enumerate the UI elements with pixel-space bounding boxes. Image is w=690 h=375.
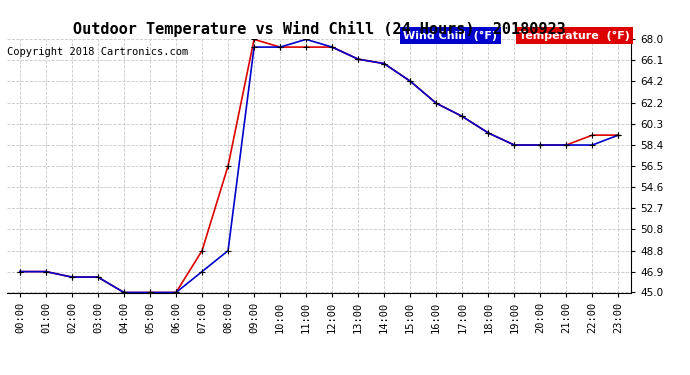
Title: Outdoor Temperature vs Wind Chill (24 Hours)  20180923: Outdoor Temperature vs Wind Chill (24 Ho… (72, 21, 566, 37)
Text: Temperature  (°F): Temperature (°F) (519, 30, 630, 40)
Text: Wind Chill  (°F): Wind Chill (°F) (404, 30, 497, 40)
Text: Copyright 2018 Cartronics.com: Copyright 2018 Cartronics.com (7, 47, 188, 57)
